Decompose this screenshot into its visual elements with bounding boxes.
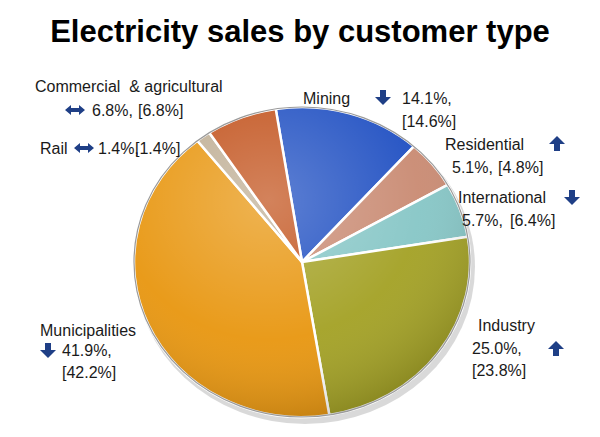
pie-slice: [302, 237, 470, 415]
chart: Electricity sales by customer type Mining…: [0, 0, 600, 437]
category-label: Rail: [40, 140, 68, 157]
value-label: 5.1%,: [452, 159, 493, 176]
trend-arrow: [65, 105, 85, 115]
trend-arrow: [375, 90, 391, 105]
previous-value-label: [14.6%]: [402, 113, 456, 130]
previous-value-label: [23.8%]: [472, 362, 526, 379]
title: Electricity sales by customer type: [50, 14, 550, 49]
slices: [134, 107, 470, 417]
value-label: 41.9%,: [62, 342, 112, 359]
category-label: Mining: [303, 90, 350, 107]
value-label: 5.7%,: [462, 212, 503, 229]
category-label: Residential: [445, 136, 524, 153]
previous-value-label: [6.8%]: [138, 102, 183, 119]
previous-value-label: [1.4%]: [135, 140, 180, 157]
labels: Mining 14.1%, [14.6%] Residential 5.1%, [4.8%…: [35, 78, 555, 381]
previous-value-label: [6.4%]: [510, 212, 555, 229]
value-label: 6.8%,: [92, 102, 133, 119]
trend-arrow: [74, 143, 94, 153]
value-label: 14.1%,: [402, 90, 452, 107]
value-label: 25.0%,: [472, 340, 522, 357]
category-label: Municipalities: [40, 322, 136, 339]
pie-slice: [209, 109, 302, 262]
trend-arrow: [548, 341, 564, 356]
category-label: Industry: [478, 317, 535, 334]
previous-value-label: [42.2%]: [62, 364, 116, 381]
value-label: 1.4%,: [98, 140, 139, 157]
previous-value-label: [4.8%]: [498, 159, 543, 176]
pie-rim: [134, 107, 470, 417]
trend-arrow: [40, 343, 56, 358]
trend-arrow: [549, 136, 565, 151]
category-label: International: [458, 189, 546, 206]
trend-arrow: [564, 190, 580, 205]
category-label: Commercial & agricultural: [35, 78, 223, 95]
pie-gloss: [134, 107, 470, 417]
